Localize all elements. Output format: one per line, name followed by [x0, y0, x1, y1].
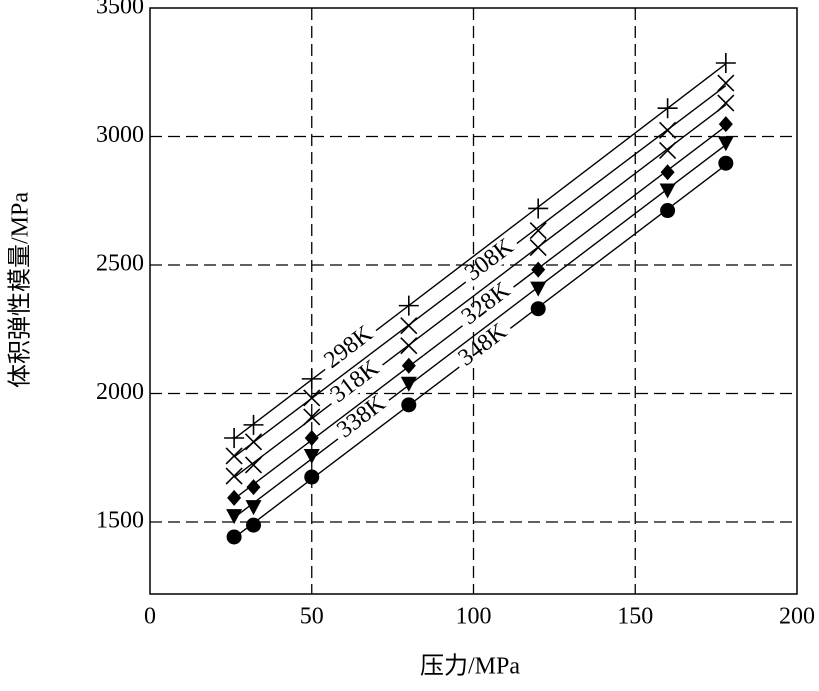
point	[717, 94, 735, 112]
point	[659, 183, 676, 199]
label-bg	[326, 358, 388, 411]
point	[400, 317, 418, 335]
point	[225, 467, 243, 485]
point	[245, 500, 262, 516]
point	[528, 198, 549, 219]
point	[717, 74, 735, 92]
point	[304, 469, 320, 485]
y-tick-label: 2500	[96, 251, 144, 277]
point	[529, 238, 547, 257]
point	[401, 357, 416, 374]
fit-line	[233, 63, 727, 440]
point	[304, 429, 319, 446]
point	[246, 517, 262, 533]
point	[224, 427, 245, 448]
point	[246, 479, 261, 496]
point	[659, 121, 677, 139]
label-bg	[454, 321, 516, 374]
y-tick-label: 3000	[96, 122, 144, 148]
label-bg	[460, 237, 522, 289]
y-axis-label: 体积弹性模量/MPa	[7, 192, 34, 388]
point	[660, 164, 675, 181]
y-tick-label: 1500	[96, 508, 144, 534]
point	[303, 408, 321, 426]
y-tick-label: 2000	[96, 379, 144, 405]
point	[657, 98, 678, 119]
point	[303, 448, 320, 464]
point	[303, 389, 321, 407]
point	[243, 414, 264, 435]
label-bg	[333, 393, 394, 446]
point	[244, 456, 263, 474]
y-tick-label: 3500	[96, 0, 144, 20]
x-tick-label: 100	[456, 604, 492, 630]
point	[529, 222, 547, 240]
point	[398, 295, 419, 316]
point	[244, 433, 263, 451]
point	[715, 53, 736, 74]
label-bg	[457, 280, 519, 333]
x-axis-label: 压力/MPa	[420, 653, 520, 680]
point	[531, 261, 546, 278]
point	[400, 376, 417, 392]
point	[227, 489, 242, 506]
point	[717, 136, 734, 152]
point	[530, 301, 546, 317]
point	[400, 337, 418, 355]
point	[401, 397, 417, 413]
point	[226, 529, 242, 545]
point	[659, 141, 677, 159]
point	[718, 116, 733, 133]
point	[301, 368, 322, 389]
fit-line	[233, 104, 727, 479]
point	[660, 203, 676, 219]
x-tick-label: 50	[300, 604, 324, 630]
point	[226, 509, 243, 525]
x-tick-label: 200	[779, 604, 815, 630]
point	[225, 447, 243, 465]
point	[530, 281, 547, 297]
label-bg	[320, 324, 381, 376]
x-tick-label: 0	[144, 604, 156, 630]
point	[718, 155, 734, 171]
x-tick-label: 150	[617, 604, 653, 630]
